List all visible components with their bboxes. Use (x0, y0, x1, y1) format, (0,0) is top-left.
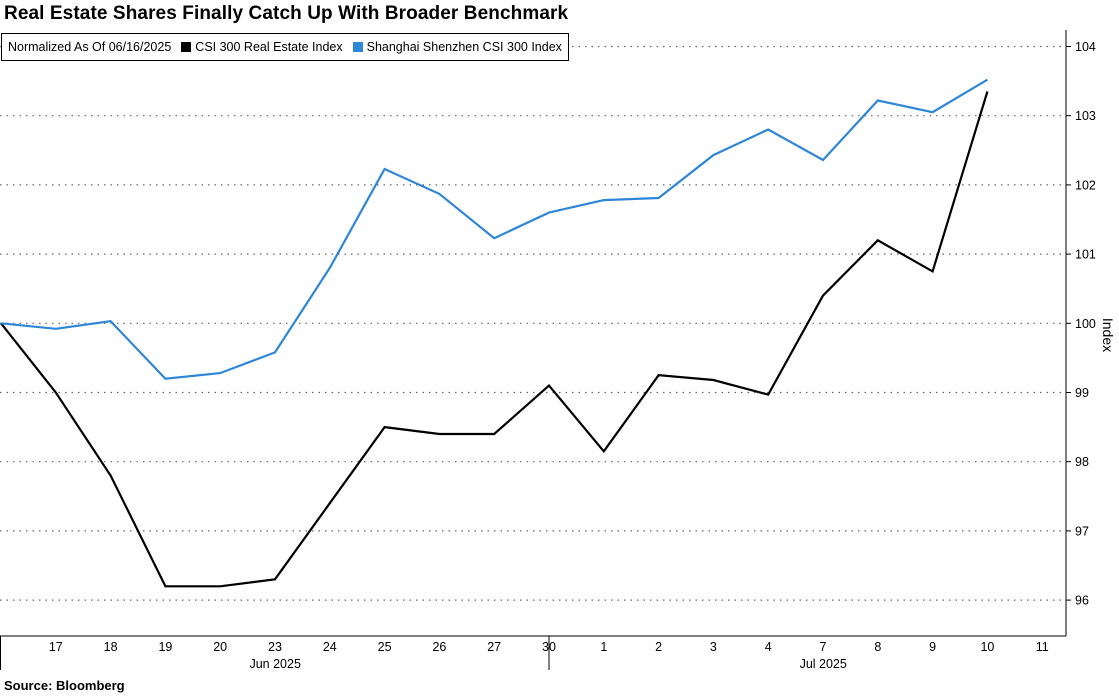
chart-title: Real Estate Shares Finally Catch Up With… (4, 3, 569, 24)
legend-item-csi300: Shanghai Shenzhen CSI 300 Index (352, 40, 562, 54)
series-line-real-estate (0, 91, 989, 588)
x-tick-label: 25 (378, 640, 392, 654)
source-note: Source: Bloomberg (4, 678, 125, 693)
x-tick-label: 27 (487, 640, 501, 654)
y-tick-label: 102 (1075, 178, 1096, 192)
y-tick-label: 103 (1075, 109, 1096, 123)
x-tick-label: 2 (655, 640, 662, 654)
legend-item-real-estate: CSI 300 Real Estate Index (181, 40, 343, 54)
series-line-csi300 (0, 78, 988, 380)
y-tick-label: 97 (1075, 524, 1089, 538)
x-tick-label: 10 (980, 640, 994, 654)
x-tick-label: 1 (600, 640, 607, 654)
legend-swatch-blue (352, 42, 363, 52)
legend-swatch-black (181, 42, 192, 52)
y-tick-label: 98 (1075, 455, 1089, 469)
legend-note: Normalized As Of 06/16/2025 (8, 40, 171, 54)
legend-label: Shanghai Shenzhen CSI 300 Index (366, 40, 562, 54)
x-tick-label: 23 (268, 640, 282, 654)
month-label: Jul 2025 (800, 657, 847, 671)
x-tick-label: 7 (820, 640, 827, 654)
x-tick-label: 26 (432, 640, 446, 654)
x-tick-label: 17 (49, 640, 63, 654)
x-tick-label: 8 (874, 640, 881, 654)
x-tick-label: 18 (104, 640, 118, 654)
legend: Normalized As Of 06/16/2025 CSI 300 Real… (1, 33, 569, 61)
y-tick-label: 100 (1075, 317, 1096, 331)
y-tick-label: 99 (1075, 386, 1089, 400)
y-tick-label: 96 (1075, 594, 1089, 608)
legend-note-text: Normalized As Of 06/16/2025 (8, 40, 172, 54)
x-tick-label: 4 (765, 640, 772, 654)
x-tick-label: 11 (1036, 640, 1049, 654)
gridlines (0, 45, 1066, 601)
month-label: Jun 2025 (249, 657, 300, 671)
x-tick-label: 9 (929, 640, 936, 654)
y-axis-label: Index (1100, 318, 1116, 352)
y-tick-label: 104 (1075, 40, 1096, 54)
series-lines (0, 78, 989, 588)
x-tick-label: 24 (323, 640, 337, 654)
x-tick-label: 3 (710, 640, 717, 654)
legend-label: CSI 300 Real Estate Index (195, 40, 343, 54)
y-tick-label: 101 (1075, 248, 1096, 262)
x-tick-label: 19 (158, 640, 172, 654)
x-tick-label: 20 (213, 640, 227, 654)
